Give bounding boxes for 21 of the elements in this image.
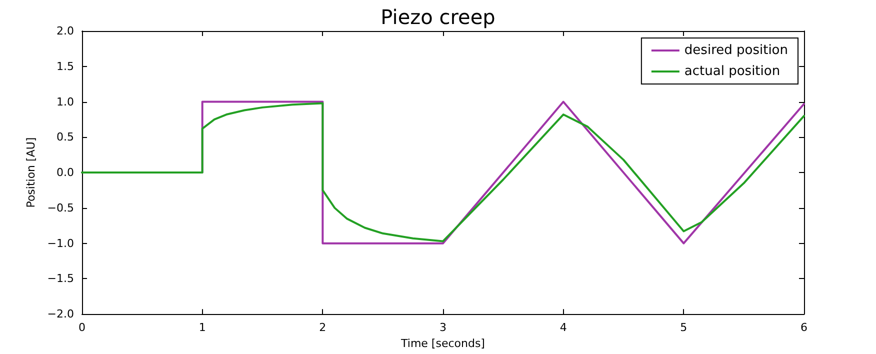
y-axis-title: Position [AU] <box>24 137 38 208</box>
y-tick-label: 2.0 <box>56 24 74 38</box>
y-tick-label: −1.0 <box>47 236 74 250</box>
y-tick-label: 1.5 <box>56 60 74 73</box>
x-tick-label: 6 <box>800 321 808 334</box>
y-tick-label: −2.0 <box>47 308 74 321</box>
x-axis-title: Time [seconds] <box>400 337 485 350</box>
x-tick-label: 4 <box>560 321 567 334</box>
y-tick-label: 0.0 <box>56 166 74 180</box>
x-tick-label: 2 <box>319 321 326 334</box>
x-tick-label: 5 <box>680 321 688 334</box>
y-tick-label: −0.5 <box>47 201 74 214</box>
x-tick-label: 3 <box>440 321 446 334</box>
y-tick-label: 0.5 <box>56 130 74 144</box>
x-tick-label: 1 <box>198 321 206 334</box>
legend-label: desired position <box>684 43 788 58</box>
y-tick-label: 1.0 <box>56 95 74 108</box>
y-tick-label: −1.5 <box>47 272 74 286</box>
legend-label: actual position <box>684 64 780 79</box>
x-tick-label: 0 <box>78 321 86 334</box>
chart-title: Piezo creep <box>380 5 496 29</box>
